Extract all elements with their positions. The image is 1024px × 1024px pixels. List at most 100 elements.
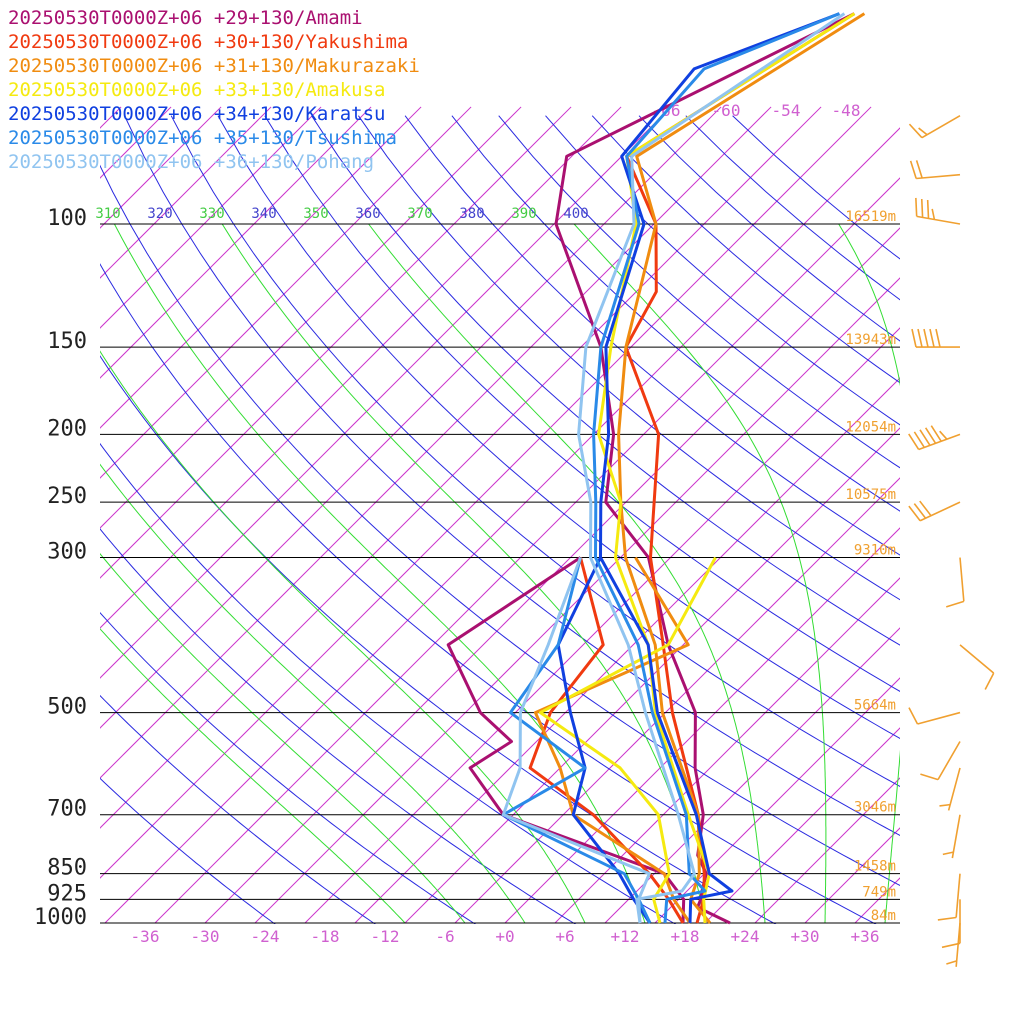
dry-adiabat-line bbox=[357, 115, 900, 601]
barb-feather bbox=[929, 328, 935, 348]
isotherm-line bbox=[604, 627, 900, 924]
upper-temperature-labels: -66 -60 -54 -48 bbox=[652, 101, 861, 120]
pressure-tick-label: 150 bbox=[47, 329, 87, 354]
barb-feather bbox=[920, 198, 924, 218]
moist-adiabat-line bbox=[113, 223, 646, 924]
theta-label: 330 bbox=[199, 206, 224, 222]
wind-barb bbox=[946, 922, 961, 967]
theta-label: 360 bbox=[355, 206, 380, 222]
barb-feather bbox=[930, 425, 942, 442]
isotherm-line bbox=[554, 577, 900, 924]
dry-adiabat-line bbox=[451, 115, 900, 512]
pressure-tick-label: 500 bbox=[47, 695, 87, 720]
wind-barb bbox=[959, 644, 995, 690]
barb-staff bbox=[959, 557, 965, 602]
barb-feather bbox=[913, 431, 925, 448]
upper-temperature-label: -48 bbox=[832, 101, 861, 120]
isotherm-line bbox=[100, 106, 772, 779]
barb-feather bbox=[946, 600, 965, 608]
barb-staff bbox=[947, 767, 961, 811]
isotherm-line bbox=[1005, 107, 1024, 923]
isotherm-line bbox=[354, 377, 900, 924]
isotherm-line bbox=[654, 677, 900, 924]
dry-adiabat-line bbox=[100, 777, 276, 924]
series-2 bbox=[533, 12, 866, 924]
isotherm-line bbox=[100, 106, 822, 829]
dry-adiabat-line bbox=[217, 115, 900, 739]
pressure-tick-label: 100 bbox=[47, 206, 87, 231]
barb-feather bbox=[915, 197, 918, 217]
moist-adiabat-line bbox=[100, 350, 586, 924]
height-label: 84m bbox=[871, 908, 896, 924]
legend-entry: 20250530T0000Z+06 +34+130/Karatsu bbox=[8, 103, 386, 125]
isotherm-line bbox=[754, 777, 900, 924]
isotherm-line bbox=[955, 107, 1024, 923]
wind-barb bbox=[920, 741, 961, 781]
series-5 bbox=[501, 12, 840, 924]
dry-adiabat-line bbox=[100, 528, 577, 924]
wind-barb bbox=[946, 557, 965, 608]
dry-adiabat-line bbox=[404, 115, 900, 556]
isotherm-line bbox=[100, 106, 322, 329]
upper-temperature-label: -60 bbox=[712, 101, 741, 120]
sounding-series bbox=[446, 12, 866, 925]
isotherm-line bbox=[104, 127, 900, 924]
barb-staff bbox=[937, 741, 961, 781]
barb-staff bbox=[916, 215, 961, 225]
isotherm-line bbox=[204, 227, 900, 924]
barb-staff bbox=[917, 711, 961, 725]
barb-staff bbox=[918, 433, 961, 451]
height-label: 9310m bbox=[854, 543, 896, 559]
temperature-tick-labels: -36 -30 -24 -18 -12 -6 +0 +6 +12 +18 +24 +30 +36 bbox=[131, 927, 880, 946]
dry-adiabat-line bbox=[100, 164, 900, 887]
temperature-tick-label: -6 bbox=[435, 927, 454, 946]
wind-barb bbox=[908, 115, 961, 139]
temperature-tick-label: -24 bbox=[251, 927, 280, 946]
isotherm-grid bbox=[0, 106, 1024, 924]
legend: 20250530T0000Z+06 +29+130/Amami20250530T… bbox=[8, 7, 420, 173]
barb-feather bbox=[941, 942, 961, 949]
theta-label: 380 bbox=[459, 206, 484, 222]
barb-feather bbox=[937, 916, 957, 921]
pressure-tick-label: 850 bbox=[47, 856, 87, 881]
barb-feather bbox=[924, 427, 937, 444]
barb-feather bbox=[919, 429, 931, 446]
height-label: 1458m bbox=[854, 859, 896, 875]
legend-entry: 20250530T0000Z+06 +35+130/Tsushima bbox=[8, 127, 397, 149]
barb-feather bbox=[935, 328, 941, 348]
theta-label: 400 bbox=[563, 206, 588, 222]
pressure-tick-label: 700 bbox=[47, 797, 87, 822]
wind-barb bbox=[908, 500, 961, 522]
barb-feather bbox=[931, 208, 936, 220]
temperature-tick-label: -12 bbox=[371, 927, 400, 946]
wind-barbs bbox=[908, 115, 995, 967]
isotherm-line bbox=[454, 477, 900, 924]
barb-feather bbox=[939, 430, 948, 440]
isotherm-line bbox=[100, 106, 622, 629]
barb-staff bbox=[919, 501, 961, 522]
dry-adiabat-line bbox=[100, 694, 376, 924]
moist-adiabat-line bbox=[221, 223, 706, 924]
barb-feather bbox=[946, 960, 957, 965]
wind-barb bbox=[908, 707, 961, 725]
theta-label: 310 bbox=[95, 206, 120, 222]
theta-label: 390 bbox=[511, 206, 536, 222]
barb-feather bbox=[926, 199, 930, 219]
temperature-tick-label: +36 bbox=[851, 927, 880, 946]
isotherm-line bbox=[100, 106, 672, 679]
barb-feather bbox=[942, 851, 954, 856]
isotherm-line bbox=[404, 427, 900, 924]
wind-barb bbox=[939, 767, 961, 811]
barb-feather bbox=[909, 160, 917, 179]
barb-staff bbox=[959, 644, 995, 674]
isotherm-line bbox=[100, 106, 422, 429]
legend-entry: 20250530T0000Z+06 +31+130/Makurazaki bbox=[8, 55, 420, 77]
temperature-tick-label: +6 bbox=[555, 927, 574, 946]
height-label: 16519m bbox=[845, 209, 896, 225]
dry-adiabat-line bbox=[100, 263, 877, 924]
pressure-tick-label: 250 bbox=[47, 484, 87, 509]
isotherm-line bbox=[154, 177, 900, 924]
isotherm-line bbox=[0, 107, 21, 923]
isotherm-line bbox=[100, 106, 722, 729]
